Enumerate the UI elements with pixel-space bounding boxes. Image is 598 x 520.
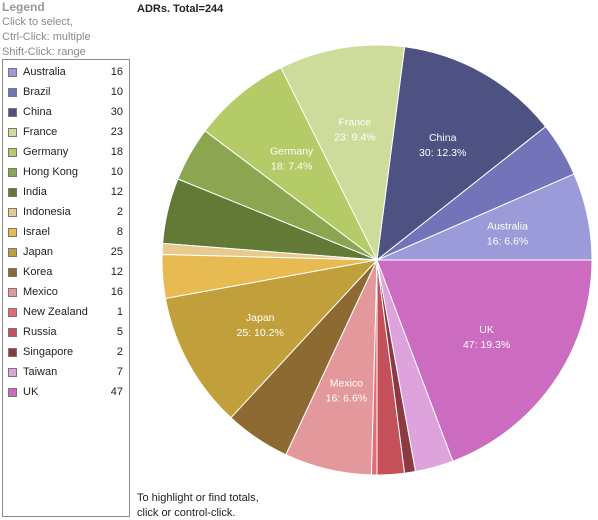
legend-item-count: 7 — [116, 366, 123, 378]
legend-color-swatch — [8, 208, 17, 217]
legend-item-label: Indonesia — [23, 206, 71, 218]
legend-item-uk[interactable]: UK 47 — [3, 382, 129, 402]
legend-color-swatch — [8, 328, 17, 337]
legend-item-hong-kong[interactable]: Hong Kong 10 — [3, 162, 129, 182]
legend-color-swatch — [8, 68, 17, 77]
legend-list: Australia 16 Brazil 10 China 30 France 23 German… — [2, 59, 130, 517]
legend-item-label: Mexico — [23, 286, 58, 298]
pie-slice-france[interactable] — [280, 44, 406, 262]
legend-item-korea[interactable]: Korea 12 — [3, 262, 129, 282]
legend-item-count: 1 — [116, 306, 123, 318]
legend-color-swatch — [8, 368, 17, 377]
legend-color-swatch — [8, 88, 17, 97]
legend-item-count: 23 — [110, 126, 123, 138]
legend-item-count: 30 — [110, 106, 123, 118]
legend-item-count: 18 — [110, 146, 123, 158]
footer-note-line: To highlight or find totals, — [137, 492, 259, 504]
legend-item-label: Brazil — [23, 86, 51, 98]
footer-note-line: click or control-click. — [137, 507, 236, 519]
legend-hint-line: Shift-Click: range — [2, 46, 86, 58]
legend-item-label: India — [23, 186, 47, 198]
legend-color-swatch — [8, 268, 17, 277]
pie-slice-germany[interactable] — [204, 67, 378, 261]
legend-item-count: 8 — [116, 226, 123, 238]
legend-color-swatch — [8, 288, 17, 297]
legend-item-count: 5 — [116, 326, 123, 338]
legend-color-swatch — [8, 248, 17, 257]
legend-item-label: Australia — [23, 66, 66, 78]
legend-item-count: 16 — [110, 66, 123, 78]
legend-item-label: UK — [23, 386, 39, 398]
legend-color-swatch — [8, 348, 17, 357]
legend-color-swatch — [8, 188, 17, 197]
legend-item-count: 47 — [110, 386, 123, 398]
legend-item-label: Korea — [23, 266, 53, 278]
legend-item-count: 16 — [110, 286, 123, 298]
legend-item-indonesia[interactable]: Indonesia 2 — [3, 202, 129, 222]
legend-item-japan[interactable]: Japan 25 — [3, 242, 129, 262]
pie-slice-japan[interactable] — [164, 259, 379, 419]
legend-hint-line: Ctrl-Click: multiple — [2, 31, 91, 43]
legend-color-swatch — [8, 228, 17, 237]
legend-item-brazil[interactable]: Brazil 10 — [3, 82, 129, 102]
chart-title: ADRs. Total=244 — [137, 3, 224, 15]
legend-color-swatch — [8, 168, 17, 177]
legend-item-label: Singapore — [23, 346, 74, 358]
legend-item-india[interactable]: India 12 — [3, 182, 129, 202]
legend-color-swatch — [8, 108, 17, 117]
legend-item-label: Russia — [23, 326, 57, 338]
legend-item-label: France — [23, 126, 58, 138]
legend-item-new-zealand[interactable]: New Zealand 1 — [3, 302, 129, 322]
legend-item-count: 2 — [116, 206, 123, 218]
legend-item-russia[interactable]: Russia 5 — [3, 322, 129, 342]
legend-item-label: New Zealand — [23, 306, 88, 318]
legend-item-label: Germany — [23, 146, 69, 158]
legend-item-label: Israel — [23, 226, 50, 238]
legend-item-mexico[interactable]: Mexico 16 — [3, 282, 129, 302]
legend-item-france[interactable]: France 23 — [3, 122, 129, 142]
legend-item-label: Hong Kong — [23, 166, 79, 178]
legend-item-israel[interactable]: Israel 8 — [3, 222, 129, 242]
legend-item-taiwan[interactable]: Taiwan 7 — [3, 362, 129, 382]
pie-slice-uk[interactable] — [376, 259, 593, 462]
legend-title: Legend — [2, 0, 45, 14]
legend-item-label: China — [23, 106, 52, 118]
legend-color-swatch — [8, 388, 17, 397]
legend-item-count: 12 — [110, 266, 123, 278]
legend-item-australia[interactable]: Australia 16 — [3, 62, 129, 82]
legend-item-label: Japan — [23, 246, 53, 258]
legend-item-germany[interactable]: Germany 18 — [3, 142, 129, 162]
legend-item-count: 10 — [110, 166, 123, 178]
legend-item-singapore[interactable]: Singapore 2 — [3, 342, 129, 362]
legend-hint-line: Click to select, — [2, 16, 73, 28]
legend-item-count: 2 — [116, 346, 123, 358]
legend-item-count: 10 — [110, 86, 123, 98]
legend-item-count: 12 — [110, 186, 123, 198]
legend-item-label: Taiwan — [23, 366, 58, 378]
legend-color-swatch — [8, 128, 17, 137]
legend-color-swatch — [8, 148, 17, 157]
legend-item-china[interactable]: China 30 — [3, 102, 129, 122]
legend-item-count: 25 — [110, 246, 123, 258]
legend-color-swatch — [8, 308, 17, 317]
pie-slice-china[interactable] — [376, 46, 547, 262]
